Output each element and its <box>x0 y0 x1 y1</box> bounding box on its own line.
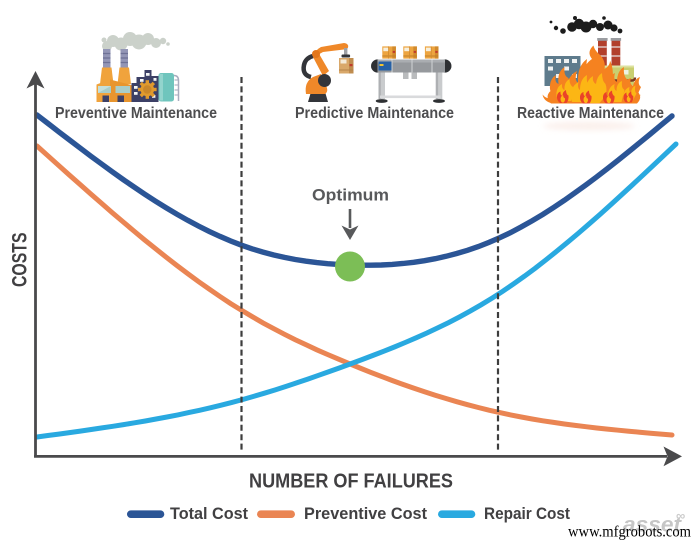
svg-text:Reactive Maintenance: Reactive Maintenance <box>517 105 664 122</box>
svg-text:Total Cost: Total Cost <box>170 504 248 523</box>
svg-text:Preventive Cost: Preventive Cost <box>304 504 427 523</box>
svg-text:www.mfgrobots.com: www.mfgrobots.com <box>568 524 691 541</box>
svg-text:Preventive Maintenance: Preventive Maintenance <box>55 105 217 122</box>
svg-text:Repair Cost: Repair Cost <box>484 504 570 523</box>
svg-text:NUMBER OF FAILURES: NUMBER OF FAILURES <box>249 471 453 493</box>
svg-text:asset: asset <box>623 514 682 537</box>
svg-text:COSTS: COSTS <box>9 233 32 288</box>
svg-text:Predictive Maintenance: Predictive Maintenance <box>295 105 454 122</box>
svg-text:∞: ∞ <box>676 508 685 523</box>
svg-text:Optimum: Optimum <box>312 186 389 205</box>
